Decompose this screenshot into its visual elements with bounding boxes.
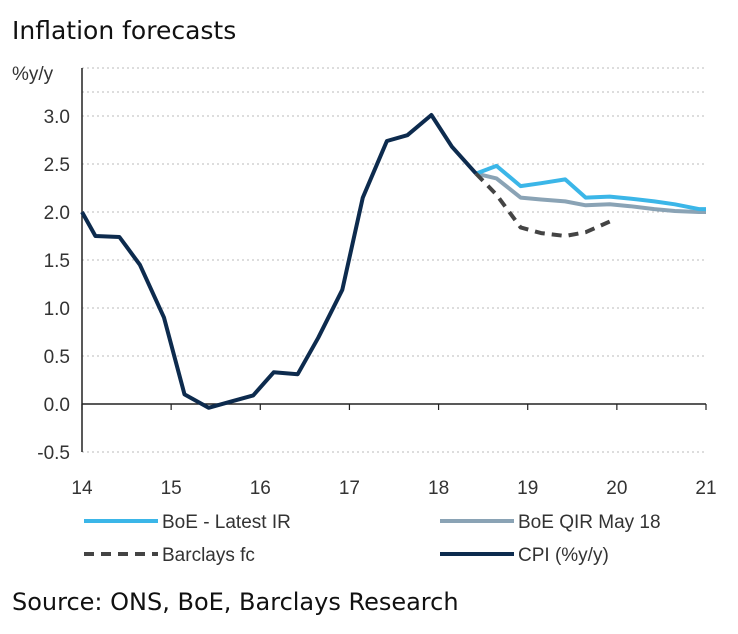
x-tick-label: 20 [606, 478, 627, 499]
y-tick-label: 1.0 [44, 299, 70, 320]
x-tick-label: 19 [517, 478, 538, 499]
series-line-barclays-fc [474, 172, 611, 238]
x-tick-label: 18 [428, 478, 449, 499]
x-tick-label: 14 [71, 478, 93, 499]
y-tick-label: 2.0 [44, 203, 70, 224]
axes: 3.0 2.5 2.0 1.5 1.0 0.5 0.0 -0.5 %y/y 14 15 16 17 18 1… [12, 64, 717, 499]
x-tick-label: 16 [250, 478, 271, 499]
x-tick-label: 17 [339, 478, 360, 499]
y-tick-label: 1.5 [44, 251, 70, 272]
y-axis-label: %y/y [12, 64, 54, 85]
x-tick-label: 15 [161, 478, 182, 499]
series-line-boe-latest-ir [475, 163, 706, 212]
legend-label: Barclays fc [162, 545, 255, 566]
y-tick-label: -0.5 [37, 443, 70, 464]
chart-title: Inflation forecasts [12, 16, 237, 45]
series-line-boe-qir-may-18 [475, 171, 706, 214]
series-line-cpi-y-y [80, 113, 478, 410]
y-tick-label: 3.0 [44, 107, 70, 128]
legend: BoE - Latest IR BoE QIR May 18 Barclays fc… [84, 512, 661, 566]
source-note: Source: ONS, BoE, Barclays Research [12, 588, 459, 616]
y-tick-label: 0.0 [44, 395, 70, 416]
y-tick-label: 2.5 [44, 155, 70, 176]
legend-label: CPI (%y/y) [518, 545, 609, 566]
x-tick-label: 21 [695, 478, 716, 499]
legend-label: BoE - Latest IR [162, 512, 291, 533]
grid-lines [82, 67, 706, 453]
y-tick-label: 0.5 [44, 347, 70, 368]
series-lines [80, 113, 706, 410]
legend-label: BoE QIR May 18 [518, 512, 661, 533]
